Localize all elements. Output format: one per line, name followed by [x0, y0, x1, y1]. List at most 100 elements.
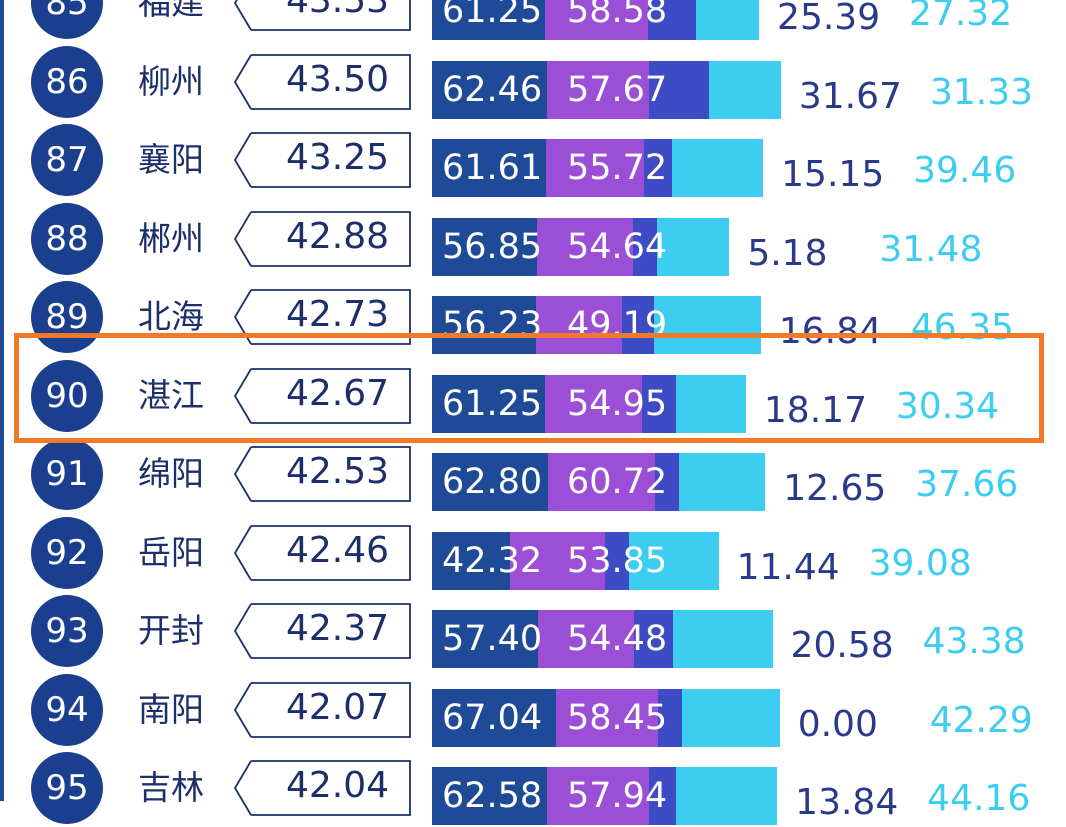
metric-2-bar [547, 453, 655, 511]
score-outline [233, 53, 411, 110]
metric-1-bar [432, 453, 554, 511]
metric-3-bar [648, 60, 709, 119]
metric-3-bar [633, 610, 673, 668]
rank-badge: 86 [31, 45, 103, 118]
score-value: 42.04 [285, 765, 389, 806]
metric-2-label: 57.94 [567, 776, 668, 816]
city-name: 开封 [138, 611, 204, 650]
table-row: 91 绵阳 42.53 62.80 60.72 12.65 37.66 [0, 435, 1066, 513]
metric-3-label: 0.00 [797, 703, 878, 745]
metric-1-label: 61.25 [442, 0, 543, 31]
score-box: 42.07 [233, 681, 411, 739]
metric-2-label: 57.67 [567, 69, 668, 110]
table-row: 90 湛江 42.67 61.25 54.95 18.17 30.34 [0, 357, 1066, 435]
metric-4-label: 31.33 [930, 71, 1034, 113]
metric-1-label: 62.80 [442, 462, 543, 502]
table-row: 93 开封 42.37 57.40 54.48 20.58 43.38 [0, 592, 1066, 670]
score-value: 43.50 [285, 58, 389, 100]
metric-2-bar [547, 60, 649, 119]
rank-badge: 89 [31, 281, 103, 353]
score-value: 42.67 [285, 372, 389, 414]
score-outline [233, 603, 411, 659]
table-row: 88 郴州 42.88 56.85 54.64 5.18 31.48 [0, 200, 1066, 278]
metric-3-bar [658, 688, 683, 747]
metric-2-label: 60.72 [567, 462, 668, 502]
metric-2-bar [537, 610, 634, 668]
metric-2-label: 55.72 [567, 148, 668, 188]
city-name: 南阳 [138, 689, 204, 729]
score-box: 43.53 [233, 0, 411, 32]
rank-badge: 91 [31, 438, 103, 510]
metric-4-bar [682, 688, 780, 747]
table-row: 92 岳阳 42.46 42.32 53.85 11.44 39.08 [0, 514, 1066, 592]
metric-1-bar [432, 296, 542, 354]
score-value: 43.53 [285, 0, 389, 21]
table-row: 85 福建 43.53 61.25 58.58 25.39 27.32 [0, 0, 1066, 42]
rank-badge: 94 [31, 673, 103, 746]
metric-2-label: 58.58 [567, 0, 668, 31]
metric-1-label: 56.85 [442, 226, 543, 267]
score-box: 42.88 [233, 210, 411, 268]
rank-badge: 92 [31, 516, 103, 589]
metric-1-label: 57.40 [442, 619, 543, 659]
metric-4-bar [678, 453, 766, 511]
score-box: 42.67 [233, 367, 411, 425]
metric-2-label: 53.85 [567, 540, 668, 581]
metric-1-label: 67.04 [442, 697, 543, 738]
score-value: 42.53 [285, 451, 389, 492]
score-outline [233, 681, 411, 738]
score-value: 42.88 [285, 215, 389, 257]
city-name: 襄阳 [138, 140, 204, 179]
city-name: 绵阳 [138, 454, 204, 493]
metric-2-bar [510, 531, 605, 590]
metric-3-label: 15.15 [781, 154, 885, 195]
score-box: 42.73 [233, 288, 411, 346]
metric-3-label: 12.65 [783, 468, 887, 509]
rank-badge: 87 [31, 124, 103, 196]
metric-4-bar [656, 217, 730, 276]
metric-4-bar [708, 60, 781, 119]
metric-2-label: 49.19 [567, 305, 668, 345]
metric-4-label: 27.32 [909, 0, 1013, 34]
metric-3-bar [632, 217, 657, 276]
metric-2-label: 54.64 [567, 226, 668, 267]
metric-2-label: 58.45 [567, 697, 668, 738]
metric-4-bar [628, 531, 719, 590]
city-name: 北海 [138, 297, 204, 336]
metric-1-label: 56.23 [442, 305, 543, 345]
score-value: 43.25 [285, 137, 389, 178]
score-value: 42.37 [285, 608, 389, 649]
table-row: 89 北海 42.73 56.23 49.19 16.84 46.35 [0, 278, 1066, 356]
score-value: 42.46 [285, 529, 389, 571]
metric-2-bar [545, 0, 648, 40]
rank-badge: 85 [31, 0, 103, 39]
score-outline [233, 524, 411, 581]
score-box: 42.53 [233, 445, 411, 503]
metric-1-label: 61.25 [442, 383, 543, 424]
score-box: 43.50 [233, 53, 411, 111]
metric-1-label: 42.32 [442, 540, 543, 581]
metric-2-label: 54.48 [567, 619, 668, 659]
metric-1-bar [432, 139, 552, 197]
metric-4-label: 42.29 [929, 699, 1033, 741]
score-outline [233, 367, 411, 424]
score-box: 42.37 [233, 602, 411, 660]
metric-1-bar [432, 688, 563, 747]
score-outline [233, 210, 411, 267]
rank-badge: 90 [31, 359, 103, 432]
metric-4-label: 39.08 [868, 542, 972, 584]
metric-3-label: 5.18 [747, 232, 828, 274]
city-name: 吉林 [138, 768, 204, 807]
metric-1-bar [432, 217, 543, 276]
metric-3-label: 13.84 [795, 782, 899, 823]
metric-4-label: 43.38 [922, 621, 1026, 662]
metric-4-bar [696, 0, 760, 40]
metric-3-label: 20.58 [790, 625, 894, 666]
metric-2-bar [545, 139, 644, 197]
rank-badge: 88 [31, 202, 103, 275]
metric-3-label: 25.39 [777, 0, 881, 38]
metric-3-bar [654, 453, 679, 511]
metric-1-bar [432, 60, 554, 119]
score-outline [233, 0, 411, 31]
